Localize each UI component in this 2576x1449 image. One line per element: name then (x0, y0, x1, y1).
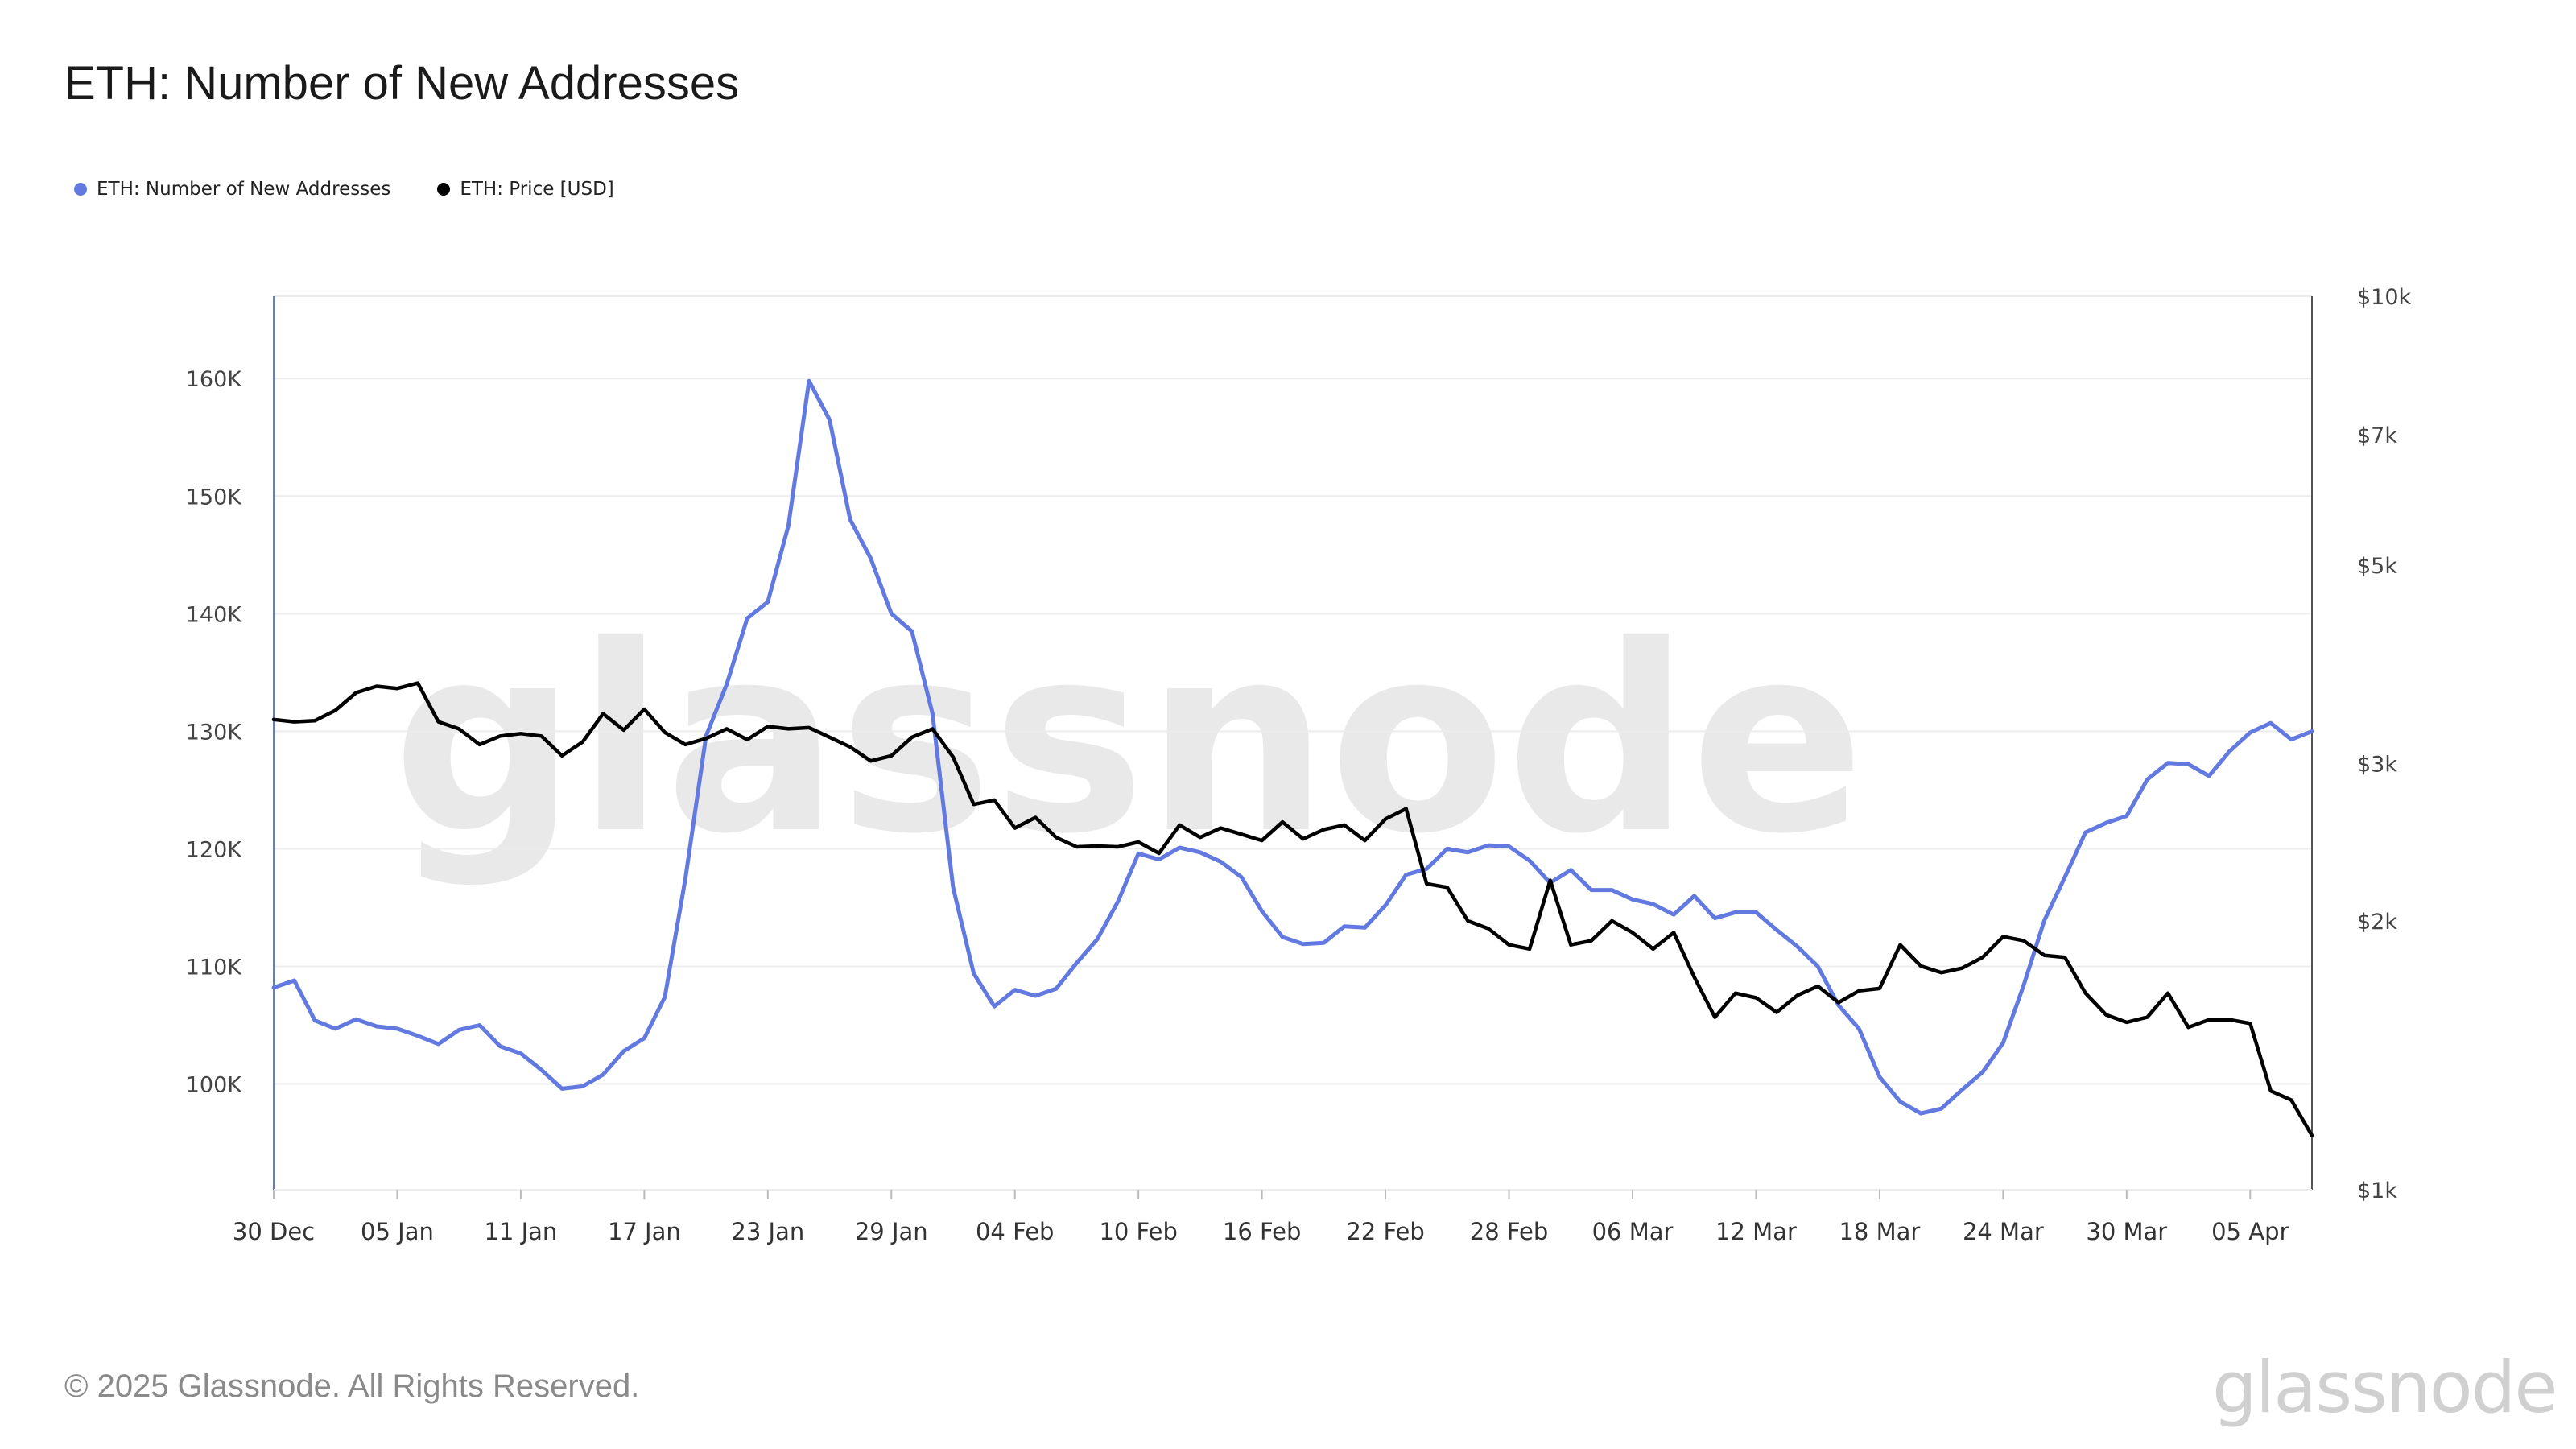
x-tick-label: 18 Mar (1839, 1218, 1920, 1245)
x-tick-label: 11 Jan (484, 1218, 557, 1245)
x-tick-label: 17 Jan (608, 1218, 681, 1245)
legend: ETH: Number of New Addresses ETH: Price … (74, 179, 661, 200)
y-right-tick-label: $5k (2357, 554, 2397, 579)
x-tick-label: 05 Jan (361, 1218, 434, 1245)
x-tick-label: 24 Mar (1963, 1218, 2044, 1245)
legend-item-price[interactable]: ETH: Price [USD] (437, 179, 614, 200)
watermark: glassnode (392, 591, 1864, 890)
y-left-tick-label: 150K (186, 485, 243, 510)
y-left-tick-label: 130K (186, 720, 243, 745)
chart-title: ETH: Number of New Addresses (64, 57, 740, 109)
x-tick-label: 30 Dec (233, 1218, 315, 1245)
y-right-tick-label: $10k (2357, 285, 2412, 310)
y-left-tick-label: 120K (186, 837, 243, 862)
x-tick-label: 23 Jan (731, 1218, 804, 1245)
x-tick-label: 06 Mar (1592, 1218, 1674, 1245)
axes (273, 296, 2313, 1199)
x-tick-label: 30 Mar (2086, 1218, 2167, 1245)
tick-labels: 100K 110K 120K 130K 140K 150K 160K $1k $2k $3k $5k… (186, 285, 2412, 1245)
y-right-tick-label: $3k (2357, 752, 2397, 777)
x-tick-label: 10 Feb (1099, 1218, 1177, 1245)
series-lines (271, 378, 2314, 1137)
legend-label-new-addresses: ETH: Number of New Addresses (97, 179, 391, 200)
legend-marker-new-addresses (74, 183, 87, 196)
gridlines (274, 295, 2312, 1085)
y-right-tick-label: $2k (2357, 910, 2397, 935)
y-left-tick-label: 110K (186, 956, 243, 980)
x-tick-label: 28 Feb (1470, 1218, 1548, 1245)
series-line-new-addresses (271, 378, 2314, 1116)
legend-label-price: ETH: Price [USD] (460, 179, 614, 200)
legend-item-new-addresses[interactable]: ETH: Number of New Addresses (74, 179, 390, 200)
x-tick-label: 05 Apr (2211, 1218, 2289, 1245)
glassnode-logo: glassnode (2212, 1346, 2558, 1429)
x-tick-label: 22 Feb (1346, 1218, 1424, 1245)
x-tick-label: 12 Mar (1715, 1218, 1797, 1245)
y-left-tick-label: 160K (186, 367, 243, 392)
series-line-price (271, 681, 2314, 1137)
x-tick-label: 16 Feb (1223, 1218, 1301, 1245)
x-tick-label: 29 Jan (855, 1218, 928, 1245)
y-right-tick-label: $1k (2357, 1179, 2397, 1203)
y-left-tick-label: 140K (186, 602, 243, 627)
legend-marker-price (437, 183, 451, 196)
y-left-tick-label: 100K (186, 1073, 243, 1098)
x-tick-label: 04 Feb (976, 1218, 1054, 1245)
copyright-footer: © 2025 Glassnode. All Rights Reserved. (64, 1368, 640, 1404)
y-right-tick-label: $7k (2357, 423, 2397, 448)
